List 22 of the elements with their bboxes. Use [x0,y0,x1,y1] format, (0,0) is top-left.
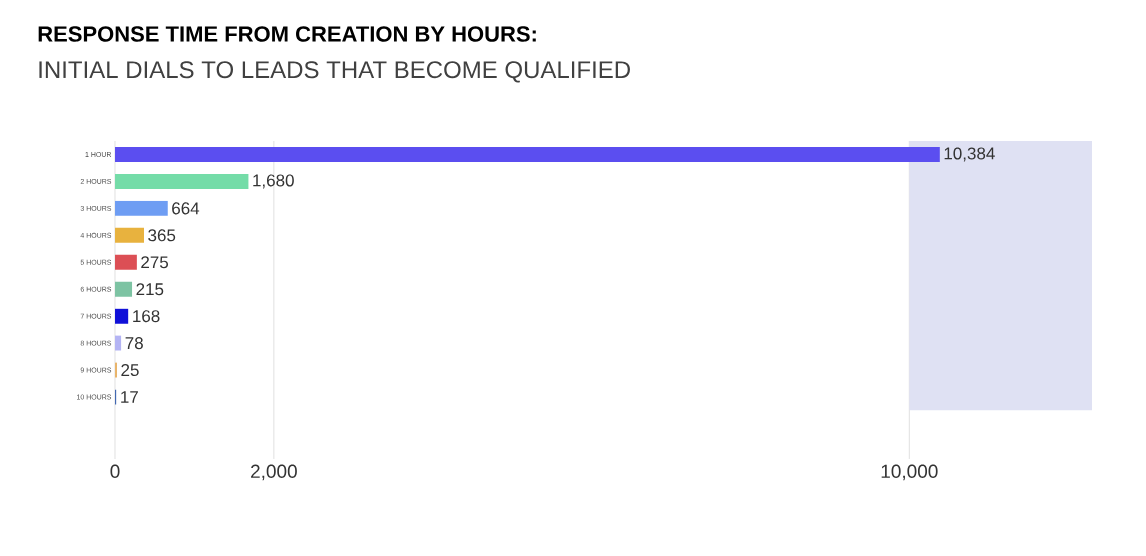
data-label: 25 [121,364,139,377]
bar [115,281,133,297]
data-label: 168 [133,310,160,323]
bar [115,200,168,216]
chart-title: RESPONSE TIME FROM CREATION BY HOURS: [38,26,536,42]
bar [115,308,129,324]
data-label: 78 [125,337,143,350]
data-label: 664 [172,202,200,215]
bar [115,146,940,162]
x-tick-label: 0 [110,464,120,478]
data-label: 17 [121,391,138,403]
x-tick-label: 10,000 [881,464,938,481]
data-label: 365 [148,229,176,242]
x-tick-label: 2,000 [251,464,297,481]
bar [115,227,144,243]
data-label: 1,680 [253,174,294,189]
data-label: 215 [136,283,164,296]
data-label: 10,384 [944,147,995,162]
bar [115,173,249,189]
data-label: 275 [141,256,169,269]
bar [115,254,137,270]
chart-subtitle: INITIAL DIALS TO LEADS THAT BECOME QUALIFIED [39,61,630,83]
